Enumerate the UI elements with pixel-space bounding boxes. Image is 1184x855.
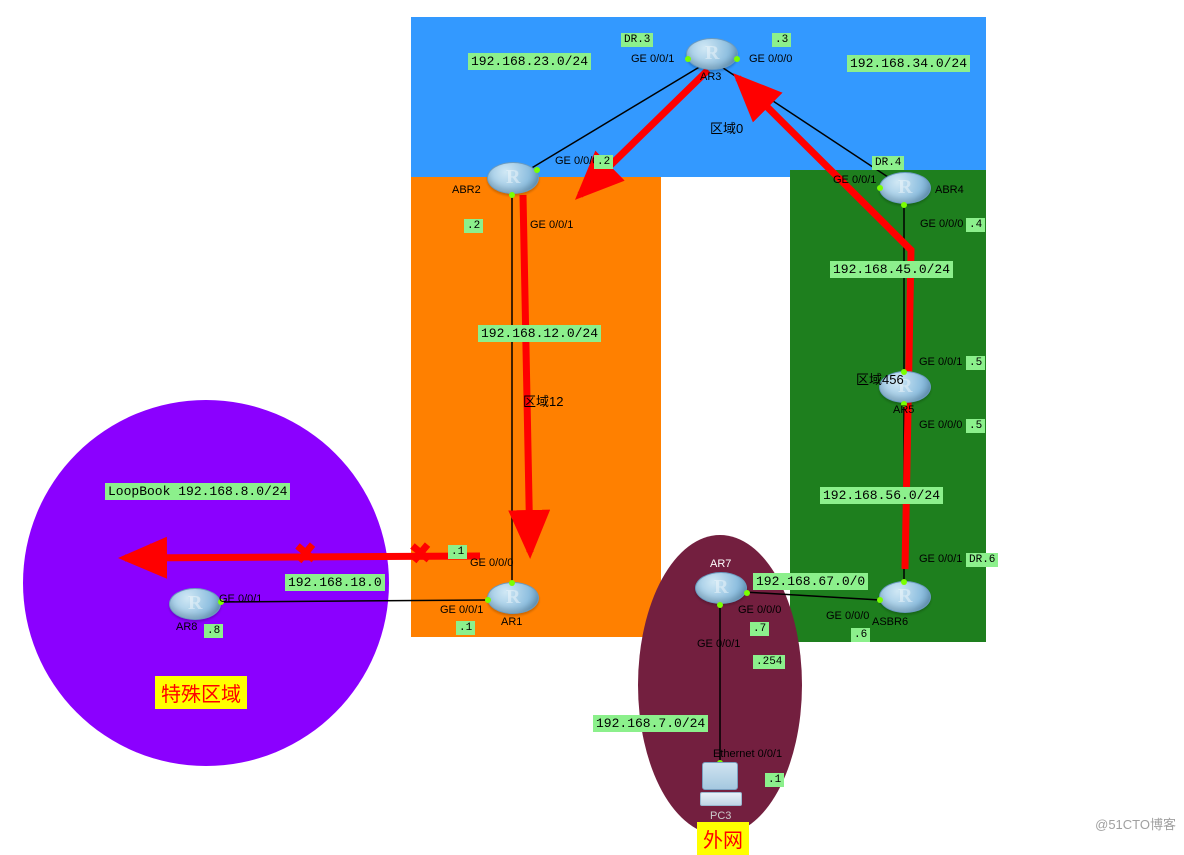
zone-area456 [790, 170, 986, 642]
pc-PC3 [700, 762, 740, 807]
link-dot [509, 580, 515, 586]
link-dot [717, 602, 723, 608]
router-label: ABR4 [935, 184, 964, 196]
iface-label: GE 0/0/0 [738, 604, 781, 616]
link-dot [901, 202, 907, 208]
link-dot [901, 579, 907, 585]
iface-label: GE 0/0/1 [919, 356, 962, 368]
iface-label: GE 0/0/1 [440, 604, 483, 616]
iface-label: Ethernet 0/0/1 [713, 748, 782, 760]
iface-label: .254 [753, 655, 785, 669]
block-mark-2: ✖ [293, 536, 319, 571]
zone-label-area0: 区域0 [710, 118, 743, 137]
net-label: 192.168.45.0/24 [830, 261, 953, 278]
zone-label-special: 特殊区域 [155, 676, 247, 709]
iface-label: GE 0/0/0 [826, 610, 869, 622]
iface-label: GE 0/0/0 [470, 557, 513, 569]
link-dot [877, 185, 883, 191]
link-dot [685, 56, 691, 62]
net-label: 192.168.23.0/24 [468, 53, 591, 70]
router-label: AR7 [710, 558, 731, 570]
watermark: @51CTO博客 [1095, 814, 1176, 833]
iface-label: .2 [464, 219, 483, 233]
net-label: 192.168.18.0 [285, 574, 385, 591]
iface-label: DR.4 [872, 156, 904, 170]
router-ABR2 [487, 162, 539, 194]
router-AR1 [487, 582, 539, 614]
net-label: 192.168.56.0/24 [820, 487, 943, 504]
net-label: 192.168.7.0/24 [593, 715, 708, 732]
router-label: ABR2 [452, 184, 481, 196]
iface-label: GE 0/0/1 [919, 553, 962, 565]
pc-label: PC3 [710, 810, 731, 822]
iface-label: .7 [750, 622, 769, 636]
router-AR7 [695, 572, 747, 604]
iface-label: GE 0/0/0 [555, 155, 598, 167]
router-ABR4 [879, 172, 931, 204]
iface-label: DR.3 [621, 33, 653, 47]
block-mark-3: ✖ [144, 536, 170, 571]
link-dot [734, 56, 740, 62]
router-label: AR1 [501, 616, 522, 628]
router-label: ASBR6 [872, 616, 908, 628]
link-dot [744, 590, 750, 596]
iface-label: .5 [966, 356, 985, 370]
zone-label-area456: 区域456 [856, 369, 904, 388]
iface-label: GE 0/0/0 [749, 53, 792, 65]
iface-label: .5 [966, 419, 985, 433]
net-label: 192.168.12.0/24 [478, 325, 601, 342]
router-AR8 [169, 588, 221, 620]
iface-label: GE 0/0/0 [919, 419, 962, 431]
link-dot [509, 192, 515, 198]
iface-label: .1 [765, 773, 784, 787]
iface-label: GE 0/0/0 [920, 218, 963, 230]
router-label: AR8 [176, 621, 197, 633]
iface-label: .1 [448, 545, 467, 559]
link-dot [485, 597, 491, 603]
link-dot [534, 167, 540, 173]
iface-label: .2 [594, 155, 613, 169]
iface-label: GE 0/0/1 [530, 219, 573, 231]
net-label: 192.168.67.0/0 [753, 573, 868, 590]
zone-label-area12: 区域12 [523, 391, 563, 410]
iface-label: GE 0/0/1 [631, 53, 674, 65]
net-label: LoopBook 192.168.8.0/24 [105, 483, 290, 500]
iface-label: GE 0/0/1 [219, 593, 262, 605]
iface-label: GE 0/0/1 [697, 638, 740, 650]
iface-label: GE 0/0/1 [833, 174, 876, 186]
iface-label: .3 [772, 33, 791, 47]
iface-label: .8 [204, 624, 223, 638]
iface-label: .1 [456, 621, 475, 635]
router-label: AR5 [893, 404, 914, 416]
block-mark-1: ✖ [408, 536, 434, 571]
iface-label: DR.6 [966, 553, 998, 567]
router-AR3 [686, 38, 738, 70]
link-dot [877, 597, 883, 603]
iface-label: .4 [966, 218, 985, 232]
router-label: AR3 [700, 71, 721, 83]
router-ASBR6 [879, 581, 931, 613]
net-label: 192.168.34.0/24 [847, 55, 970, 72]
iface-label: .6 [851, 628, 870, 642]
